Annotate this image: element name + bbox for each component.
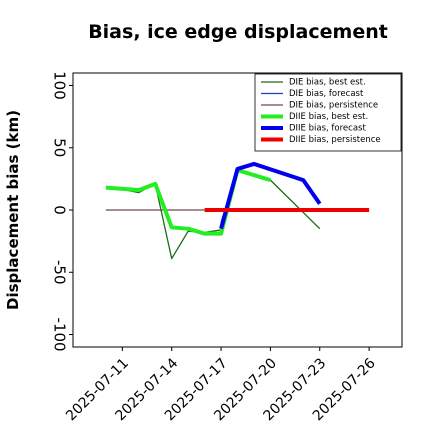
legend-label: DIIE bias, best est.: [289, 112, 368, 122]
y-tick-label: -100: [51, 318, 69, 352]
series-line: [105, 168, 271, 236]
y-tick-label: 100: [51, 71, 69, 100]
chart-title: Bias, ice edge displacement: [88, 21, 388, 43]
y-tick-label: 0: [51, 205, 69, 215]
legend-label: DIIE bias, forecast: [289, 124, 366, 134]
legend-label: DIE bias, persistence: [289, 101, 378, 111]
legend-label: DIE bias, forecast: [289, 89, 364, 99]
series-line: [219, 161, 322, 230]
y-axis-label: Displacement bias (km): [4, 110, 22, 310]
series-line: [105, 169, 321, 260]
legend-label: DIE bias, best est.: [289, 78, 366, 88]
legend-label: DIIE bias, persistence: [289, 135, 381, 145]
y-tick-label: 50: [51, 138, 69, 157]
y-tick-label: -50: [51, 260, 69, 285]
